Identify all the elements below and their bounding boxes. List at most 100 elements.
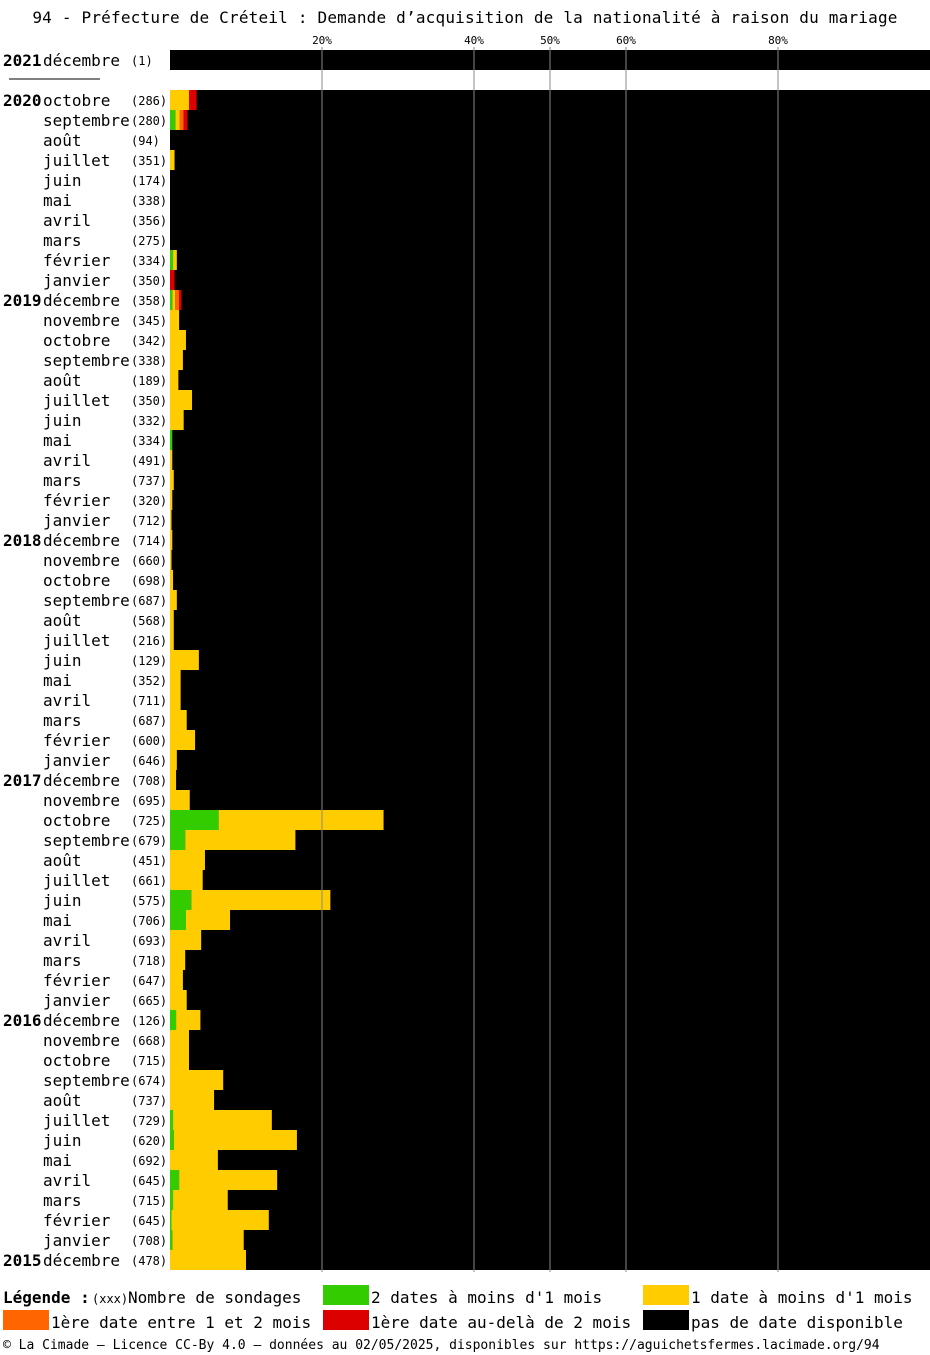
row-count: (600) <box>131 734 167 748</box>
bar-segment-yellow <box>170 650 199 670</box>
row-month: juin <box>43 411 82 430</box>
bar-segment-yellow <box>170 710 187 730</box>
bar-segment-green <box>170 830 186 850</box>
legend-swatch-orange <box>3 1310 49 1330</box>
row-count: (358) <box>131 294 167 308</box>
bar-segment-yellow <box>170 370 179 390</box>
row-month: juillet <box>43 1111 110 1130</box>
row-month: mai <box>43 911 72 930</box>
page-title: 94 - Préfecture de Créteil : Demande d’a… <box>32 8 898 27</box>
row-count: (338) <box>131 354 167 368</box>
row-count: (129) <box>131 654 167 668</box>
row-count: (679) <box>131 834 167 848</box>
row-count: (126) <box>131 1014 167 1028</box>
legend-label-orange: 1ère date entre 1 et 2 mois <box>51 1313 312 1332</box>
bar-segment-yellow <box>170 470 174 490</box>
bar-segment-yellow <box>170 550 172 570</box>
bar-segment-red <box>183 110 188 130</box>
row-month: décembre <box>43 531 120 550</box>
bar-segment-yellow <box>170 390 193 410</box>
legend-label-red: 1ère date au-delà de 2 mois <box>371 1313 632 1332</box>
bar-segment-green <box>170 890 192 910</box>
row-month: février <box>43 731 111 750</box>
row-month: mars <box>43 471 82 490</box>
row-month: février <box>43 491 111 510</box>
legend-swatch-red <box>323 1310 369 1330</box>
bar-segment-green <box>170 810 219 830</box>
row-count: (692) <box>131 1154 167 1168</box>
row-month: octobre <box>43 91 110 110</box>
row-year: 2018 <box>3 531 42 550</box>
row-month: février <box>43 971 111 990</box>
bar-segment-green <box>170 1130 174 1150</box>
bar-segment-green <box>170 250 174 270</box>
row-count: (350) <box>131 274 167 288</box>
bar-segment-green <box>170 1170 180 1190</box>
row-month: janvier <box>43 1231 111 1250</box>
row-count: (350) <box>131 394 167 408</box>
row-month: décembre <box>43 771 120 790</box>
bar-segment-green <box>170 1010 177 1030</box>
row-month: novembre <box>43 791 120 810</box>
row-month: juin <box>43 171 82 190</box>
bar-segment-yellow <box>218 810 384 830</box>
row-month: octobre <box>43 811 110 830</box>
bar-segment-green <box>170 290 173 310</box>
legend-swatch-yellow <box>643 1285 689 1305</box>
bar-segment-yellow <box>170 770 177 790</box>
x-tick-label: 60% <box>616 34 636 47</box>
row-count: (275) <box>131 234 167 248</box>
bar-segment-yellow <box>175 110 180 130</box>
bar-segment-yellow <box>170 970 183 990</box>
row-count: (352) <box>131 674 167 688</box>
bar-segment-yellow <box>170 1070 224 1090</box>
row-month: mars <box>43 231 82 250</box>
bar-segment-yellow <box>171 1210 269 1230</box>
row-month: septembre <box>43 591 130 610</box>
bar-segment-yellow <box>170 1030 189 1050</box>
row-count: (286) <box>131 94 167 108</box>
x-tick-label: 20% <box>312 34 332 47</box>
row-month: septembre <box>43 831 130 850</box>
bar-segment-yellow <box>170 1250 246 1270</box>
row-month: août <box>43 131 82 150</box>
bar-segment-yellow <box>170 310 180 330</box>
row-count: (708) <box>131 774 167 788</box>
bar-segment-yellow <box>170 990 187 1010</box>
row-count: (695) <box>131 794 167 808</box>
legend-label-black: pas de date disponible <box>691 1313 903 1332</box>
x-tick-label: 50% <box>540 34 560 47</box>
row-month: décembre <box>43 1251 120 1270</box>
row-month: juin <box>43 651 82 670</box>
bar-segment-yellow <box>170 590 177 610</box>
bar-segment-yellow <box>170 750 177 770</box>
bar-segment-yellow <box>172 290 176 310</box>
row-count: (620) <box>131 1134 167 1148</box>
row-count: (674) <box>131 1074 167 1088</box>
row-count: (216) <box>131 634 167 648</box>
bar-segment-yellow <box>173 1190 228 1210</box>
bar-segment-yellow <box>170 410 184 430</box>
row-count: (647) <box>131 974 167 988</box>
bar-segment-yellow <box>170 630 174 650</box>
row-month: décembre <box>43 291 120 310</box>
row-month: mai <box>43 1151 72 1170</box>
row-month: novembre <box>43 311 120 330</box>
row-month: septembre <box>43 1071 130 1090</box>
row-count: (698) <box>131 574 167 588</box>
bar-segment-yellow <box>172 1230 244 1250</box>
row-year: 2021 <box>3 51 42 70</box>
bar-segment-yellow <box>170 610 174 630</box>
bar-segment-yellow <box>173 1130 297 1150</box>
row-month: janvier <box>43 271 111 290</box>
bar-segment-yellow <box>170 730 196 750</box>
row-month: novembre <box>43 551 120 570</box>
footer-credits: © La Cimade — Licence CC-By 4.0 — donnée… <box>3 1338 880 1353</box>
bar-segment-yellow <box>191 890 331 910</box>
row-count: (687) <box>131 714 167 728</box>
row-count: (737) <box>131 474 167 488</box>
row-count: (660) <box>131 554 167 568</box>
bar-segment-yellow <box>170 790 190 810</box>
row-month: mars <box>43 951 82 970</box>
row-month: juillet <box>43 151 110 170</box>
